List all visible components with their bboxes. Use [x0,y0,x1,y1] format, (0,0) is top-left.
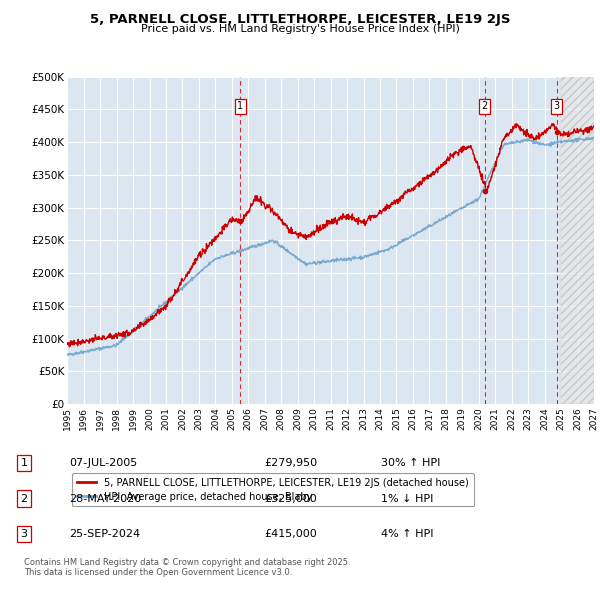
Text: 1: 1 [238,101,244,111]
Bar [561,77,594,404]
Text: 4% ↑ HPI: 4% ↑ HPI [381,529,433,539]
Text: Price paid vs. HM Land Registry's House Price Index (HPI): Price paid vs. HM Land Registry's House … [140,24,460,34]
Text: 07-JUL-2005: 07-JUL-2005 [69,458,137,468]
Text: 2: 2 [482,101,488,111]
Text: 30% ↑ HPI: 30% ↑ HPI [381,458,440,468]
Text: 3: 3 [554,101,560,111]
Text: £415,000: £415,000 [264,529,317,539]
Text: 1: 1 [20,458,28,468]
Text: 2: 2 [20,494,28,503]
Text: 28-MAY-2020: 28-MAY-2020 [69,494,141,503]
Text: £325,000: £325,000 [264,494,317,503]
Text: 3: 3 [20,529,28,539]
Text: £279,950: £279,950 [264,458,317,468]
Text: Contains HM Land Registry data © Crown copyright and database right 2025.
This d: Contains HM Land Registry data © Crown c… [24,558,350,577]
Text: 1% ↓ HPI: 1% ↓ HPI [381,494,433,503]
Legend: 5, PARNELL CLOSE, LITTLETHORPE, LEICESTER, LE19 2JS (detached house), HPI: Avera: 5, PARNELL CLOSE, LITTLETHORPE, LEICESTE… [72,473,474,506]
Text: 25-SEP-2024: 25-SEP-2024 [69,529,140,539]
Text: 5, PARNELL CLOSE, LITTLETHORPE, LEICESTER, LE19 2JS: 5, PARNELL CLOSE, LITTLETHORPE, LEICESTE… [90,13,510,26]
